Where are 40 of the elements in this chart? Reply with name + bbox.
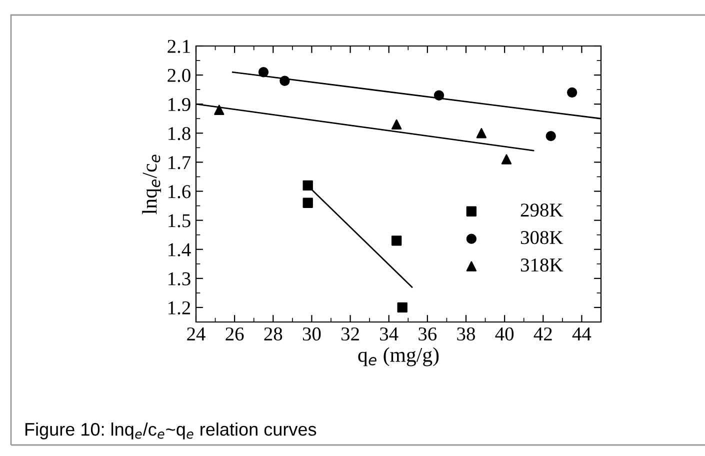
point xyxy=(302,198,313,208)
y-tick-label: 1.4 xyxy=(168,243,191,256)
x-tick-label: 30 xyxy=(302,327,321,341)
y-tick-label: 1.5 xyxy=(168,214,190,228)
y-tick-label: 1.3 xyxy=(168,272,190,286)
x-tick-label: 38 xyxy=(457,327,475,341)
point xyxy=(397,302,408,313)
point xyxy=(302,180,313,191)
x-tick-label: 24 xyxy=(187,327,206,340)
x-tick-label: 32 xyxy=(341,327,359,341)
x-tick-label: 28 xyxy=(264,327,282,341)
legend-label: 308K xyxy=(520,231,564,244)
x-axis-title: q$_{e}$ (mg/g) xyxy=(358,347,439,366)
y-tick-label: 1.2 xyxy=(168,301,190,314)
x-tick-label: 34 xyxy=(380,327,398,341)
point xyxy=(566,87,578,98)
legend-label: 298K xyxy=(520,204,564,217)
point xyxy=(280,76,290,86)
y-tick-label: 1.7 xyxy=(168,156,191,170)
y-tick-label: 2.1 xyxy=(168,40,190,54)
point xyxy=(546,130,556,142)
point xyxy=(214,104,224,116)
x-tick-label: 36 xyxy=(418,327,437,341)
point xyxy=(501,154,512,164)
point xyxy=(476,128,487,138)
y-tick-label: 1.8 xyxy=(168,126,190,140)
y-axis-title: lnq$_{e}$/c$_{e}$ xyxy=(142,154,162,214)
point xyxy=(391,236,402,246)
x-tick-label: 26 xyxy=(226,327,244,341)
x-tick-label: 40 xyxy=(495,327,514,341)
y-tick-label: 1.6 xyxy=(168,185,191,198)
legend-label: 318K xyxy=(520,258,564,272)
y-tick-label: 1.9 xyxy=(168,98,190,112)
caption: Figure 10: lnq$_{e}$/c$_{e}$~q$_{e}$ relation curves xyxy=(25,422,316,440)
y-tick-label: 2.0 xyxy=(168,68,190,82)
point xyxy=(434,90,444,100)
x-tick-label: 42 xyxy=(534,327,552,340)
x-tick-label: 44 xyxy=(572,328,592,340)
point xyxy=(258,67,269,78)
point xyxy=(391,119,402,130)
